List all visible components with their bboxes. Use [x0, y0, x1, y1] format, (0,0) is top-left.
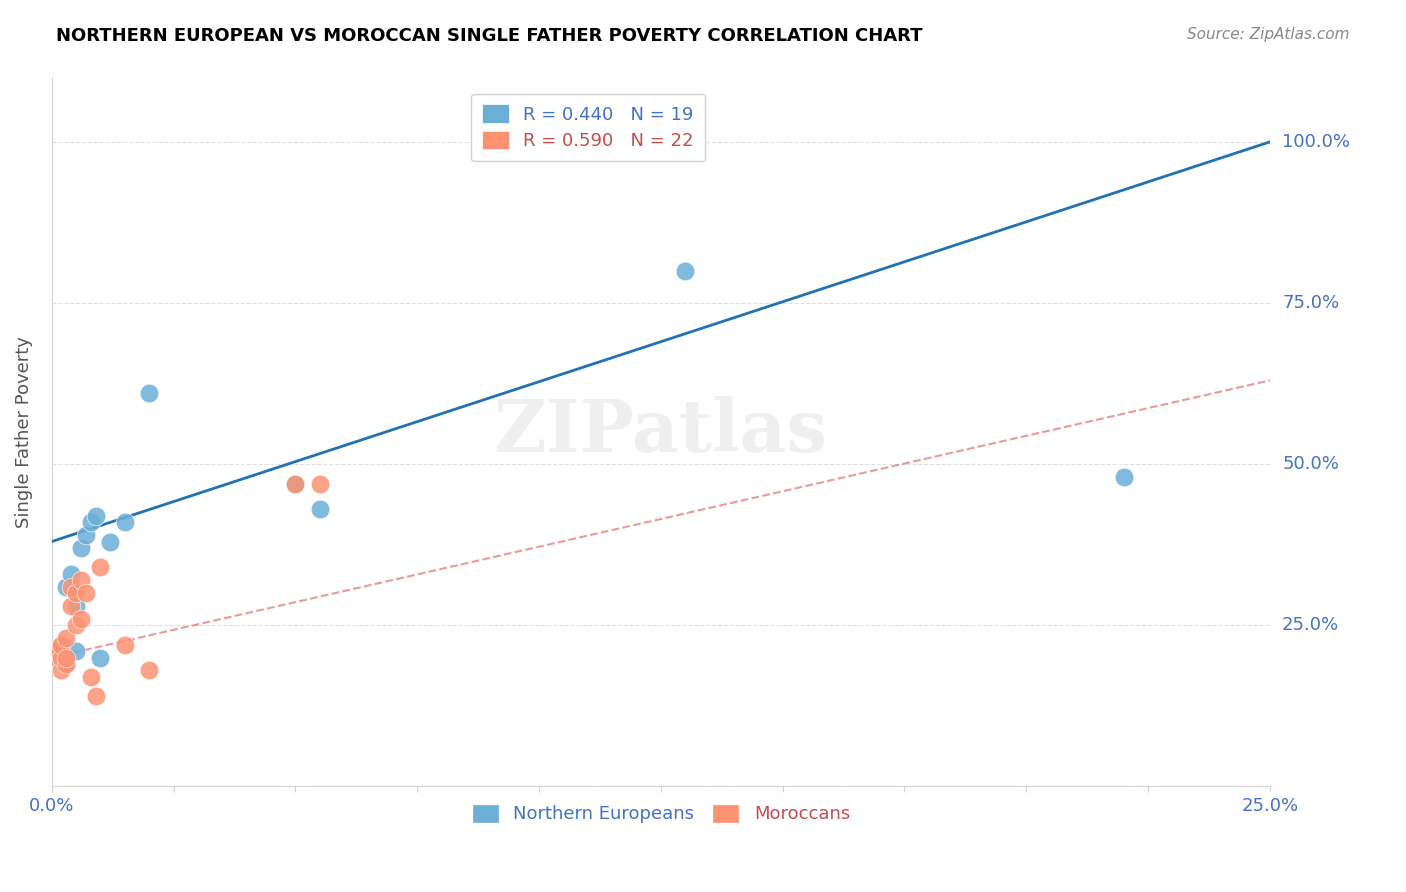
Point	[45, 650, 67, 665]
Point	[75, 528, 97, 542]
Point	[55, 657, 77, 671]
Text: Source: ZipAtlas.com: Source: ZipAtlas.com	[1187, 27, 1350, 42]
Point	[80, 515, 103, 529]
Point	[45, 644, 67, 658]
Point	[51, 664, 73, 678]
Point	[70, 541, 93, 555]
Point	[55, 632, 77, 646]
Point	[84, 690, 107, 704]
Point	[138, 386, 160, 401]
Point	[51, 638, 73, 652]
Point	[673, 264, 696, 278]
Point	[70, 612, 93, 626]
Point	[75, 586, 97, 600]
Point	[60, 580, 83, 594]
Point	[45, 650, 67, 665]
Point	[65, 644, 87, 658]
Point	[60, 599, 83, 613]
Point	[65, 586, 87, 600]
Point	[114, 638, 136, 652]
Point	[308, 502, 330, 516]
Point	[89, 560, 111, 574]
Text: 25.0%: 25.0%	[1282, 616, 1340, 634]
Point	[284, 476, 307, 491]
Point	[55, 650, 77, 665]
Y-axis label: Single Father Poverty: Single Father Poverty	[15, 336, 32, 528]
Point	[65, 599, 87, 613]
Point	[89, 650, 111, 665]
Point	[55, 657, 77, 671]
Point	[51, 638, 73, 652]
Point	[84, 508, 107, 523]
Point	[70, 573, 93, 587]
Point	[60, 566, 83, 581]
Text: ZIPatlas: ZIPatlas	[494, 396, 828, 467]
Point	[80, 670, 103, 684]
Text: 50.0%: 50.0%	[1282, 455, 1339, 473]
Point	[308, 476, 330, 491]
Point	[55, 580, 77, 594]
Text: NORTHERN EUROPEAN VS MOROCCAN SINGLE FATHER POVERTY CORRELATION CHART: NORTHERN EUROPEAN VS MOROCCAN SINGLE FAT…	[56, 27, 922, 45]
Point	[98, 534, 121, 549]
Point	[138, 664, 160, 678]
Point	[65, 618, 87, 632]
Text: 75.0%: 75.0%	[1282, 294, 1340, 312]
Point	[284, 476, 307, 491]
Point	[114, 515, 136, 529]
Point	[1112, 470, 1135, 484]
Point	[51, 650, 73, 665]
Text: 100.0%: 100.0%	[1282, 133, 1350, 151]
Legend: Northern Europeans, Moroccans: Northern Europeans, Moroccans	[461, 793, 860, 834]
